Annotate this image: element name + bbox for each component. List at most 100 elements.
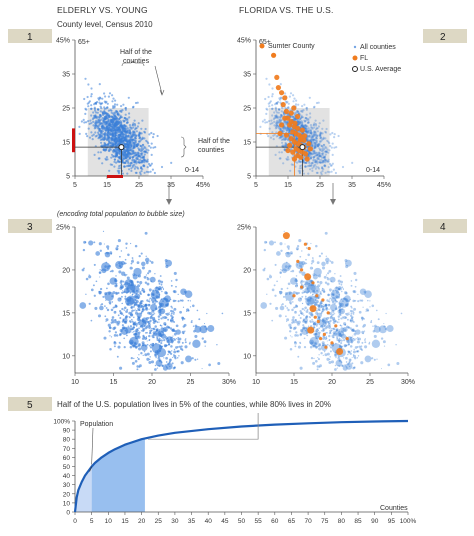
- county-point: [143, 171, 146, 174]
- county-point: [309, 130, 312, 133]
- county-bubble: [282, 295, 286, 298]
- x-tick-label: 50: [238, 518, 246, 525]
- county-point: [311, 135, 315, 138]
- county-point: [129, 126, 132, 129]
- county-point: [286, 100, 289, 103]
- county-bubble: [138, 321, 140, 324]
- y-tick-label: 5: [66, 174, 70, 181]
- county-point: [109, 148, 112, 151]
- county-bubble: [124, 274, 127, 277]
- county-bubble: [295, 320, 299, 324]
- county-bubble: [189, 341, 191, 344]
- county-bubble: [111, 316, 115, 319]
- county-bubble: [321, 341, 325, 345]
- county-bubble: [125, 242, 128, 245]
- county-bubble: [154, 368, 157, 371]
- county-bubble: [340, 345, 343, 348]
- county-bubble: [145, 274, 148, 276]
- x-tick-label: 65: [288, 518, 296, 525]
- county-point: [284, 123, 287, 126]
- county-bubble: [199, 325, 208, 334]
- county-bubble: [121, 326, 125, 330]
- county-point: [109, 121, 112, 124]
- county-point: [100, 141, 103, 144]
- county-point: [280, 115, 283, 118]
- county-bubble: [361, 330, 365, 334]
- county-bubble: [206, 312, 208, 315]
- county-bubble: [324, 304, 327, 308]
- county-bubble: [109, 251, 113, 255]
- county-bubble: [331, 344, 334, 347]
- county-bubble: [135, 324, 137, 326]
- county-point: [271, 122, 274, 125]
- county-point: [302, 124, 306, 127]
- county-point: [274, 153, 277, 156]
- county-point: [80, 120, 83, 123]
- county-point: [316, 153, 319, 157]
- county-bubble: [281, 269, 284, 272]
- county-bubble: [338, 294, 341, 296]
- county-bubble: [321, 290, 323, 292]
- county-bubble: [130, 327, 134, 331]
- county-bubble: [304, 287, 310, 294]
- county-bubble: [180, 361, 184, 365]
- county-bubble: [317, 296, 319, 299]
- county-point: [287, 106, 290, 109]
- county-bubble: [329, 276, 336, 283]
- county-point: [331, 162, 334, 165]
- county-point: [301, 125, 304, 128]
- county-bubble: [265, 241, 268, 244]
- fl-county-bubble: [319, 337, 323, 341]
- county-point: [313, 105, 316, 108]
- county-point: [154, 146, 157, 149]
- county-bubble: [148, 325, 151, 328]
- county-bubble: [279, 271, 283, 274]
- counties-label: Counties: [380, 505, 408, 512]
- county-bubble: [192, 304, 195, 308]
- county-bubble: [337, 365, 339, 367]
- county-bubble: [322, 323, 324, 325]
- county-point: [315, 101, 319, 105]
- county-bubble: [109, 335, 111, 337]
- county-bubble: [346, 318, 349, 321]
- county-point: [279, 120, 282, 123]
- county-bubble: [85, 293, 87, 295]
- county-bubble: [117, 314, 120, 317]
- county-bubble: [314, 303, 317, 306]
- county-bubble: [303, 314, 305, 316]
- county-point: [274, 116, 277, 119]
- county-bubble: [369, 306, 371, 308]
- county-bubble: [170, 305, 173, 308]
- county-point: [318, 147, 321, 150]
- fl-county-point: [288, 110, 294, 116]
- county-bubble: [124, 320, 127, 324]
- county-bubble: [343, 344, 347, 348]
- county-bubble: [359, 288, 367, 295]
- county-point: [315, 141, 318, 144]
- county-bubble: [110, 321, 113, 324]
- county-bubble: [318, 309, 320, 311]
- county-point: [322, 161, 325, 164]
- county-bubble: [342, 288, 344, 290]
- county-bubble: [149, 290, 151, 292]
- county-bubble: [131, 285, 140, 295]
- county-point: [143, 145, 146, 148]
- county-bubble: [175, 278, 178, 282]
- county-point: [314, 161, 317, 164]
- county-point: [301, 110, 304, 113]
- county-point: [305, 113, 308, 116]
- county-point: [313, 145, 316, 148]
- county-bubble: [320, 352, 323, 355]
- county-bubble: [383, 325, 386, 328]
- county-bubble: [345, 304, 348, 307]
- county-point: [287, 158, 290, 161]
- county-point: [129, 138, 132, 141]
- county-point: [106, 134, 109, 137]
- x-tick-label: 90: [371, 518, 379, 525]
- county-bubble: [177, 336, 179, 339]
- county-bubble: [334, 299, 337, 301]
- county-point: [113, 129, 116, 132]
- county-point: [90, 104, 93, 107]
- county-bubble: [328, 288, 332, 292]
- county-bubble: [368, 341, 371, 344]
